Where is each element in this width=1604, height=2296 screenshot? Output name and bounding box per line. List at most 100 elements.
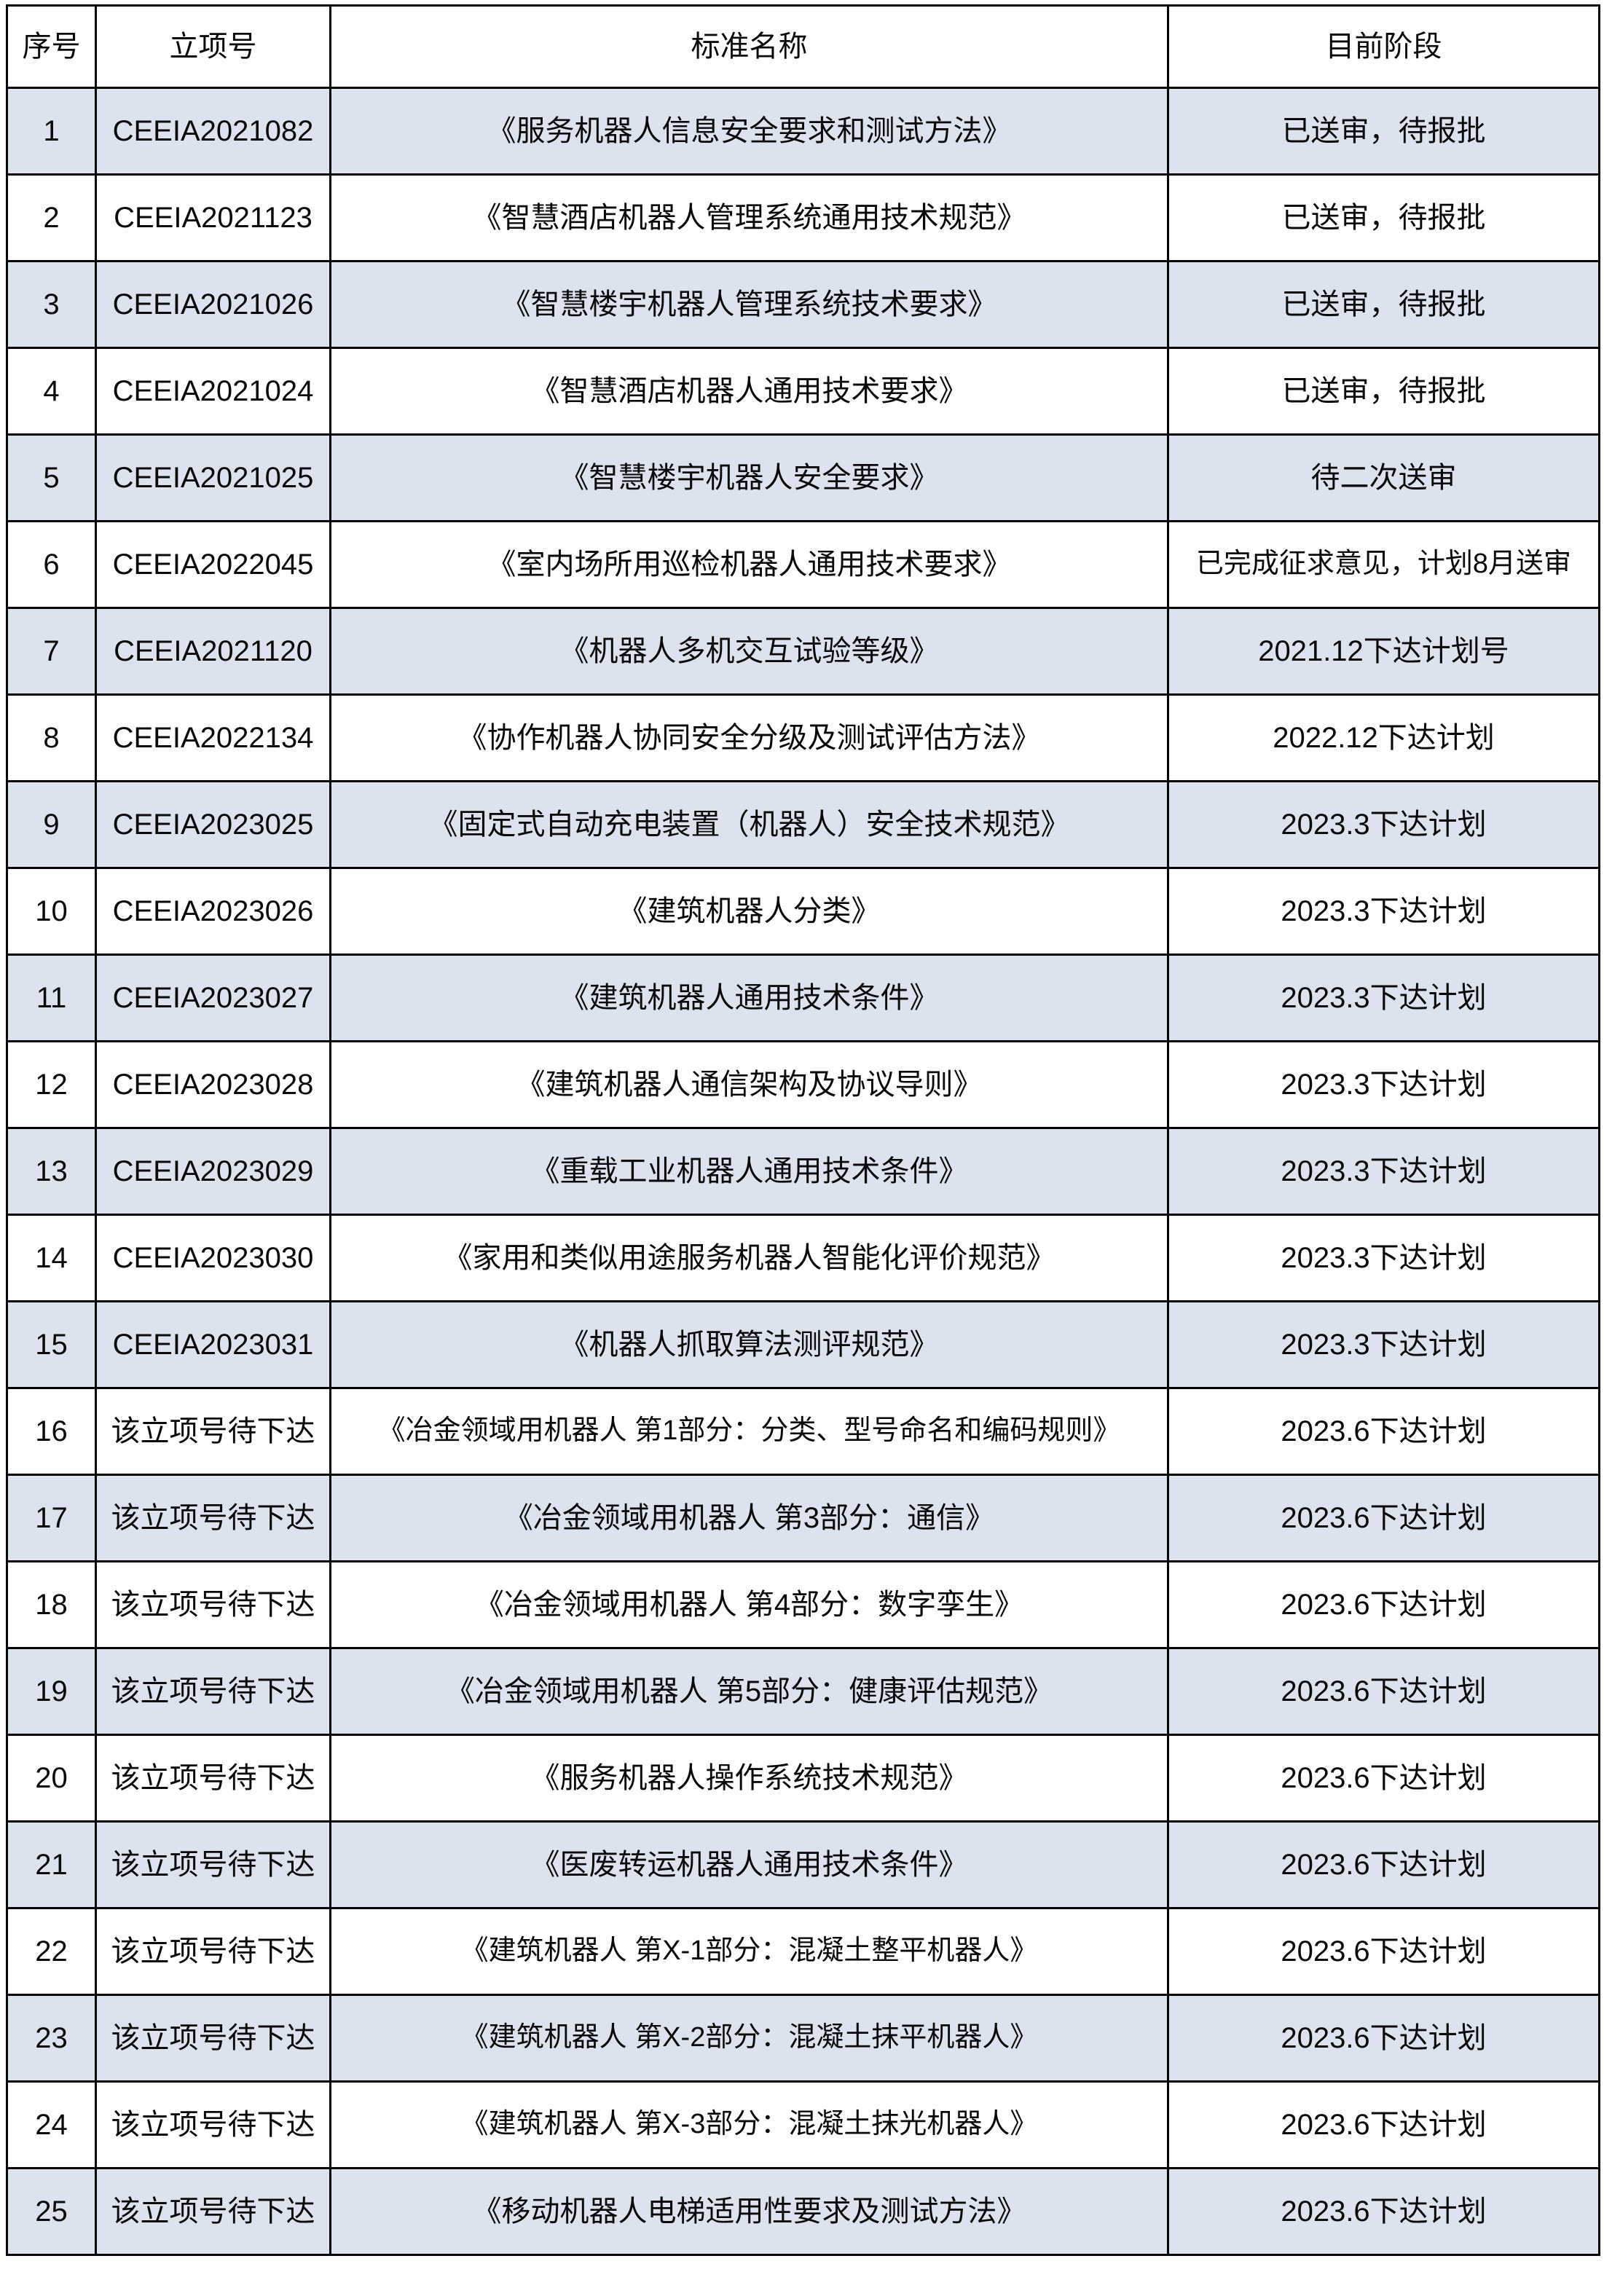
cell-current-stage: 2023.6下达计划 xyxy=(1167,1994,1600,2083)
cell-current-stage: 2023.6下达计划 xyxy=(1167,1474,1600,1562)
cell-standard-name: 《建筑机器人 第X-1部分：混凝土整平机器人》 xyxy=(329,1907,1169,1996)
cell-standard-name: 《建筑机器人分类》 xyxy=(329,867,1169,956)
cell-standard-name: 《医废转运机器人通用技术条件》 xyxy=(329,1820,1169,1909)
cell-project-code: 该立项号待下达 xyxy=(95,1994,331,2083)
table-row: 19 该立项号待下达 《冶金领域用机器人 第5部分：健康评估规范》 2023.6下达计… xyxy=(6,1647,1600,1736)
table-row: 7 CEEIA2021120 《机器人多机交互试验等级》 2021.12下达计划号 xyxy=(6,607,1600,696)
cell-sequence-number: 8 xyxy=(6,693,97,782)
cell-current-stage: 2023.3下达计划 xyxy=(1167,780,1600,869)
cell-sequence-number: 16 xyxy=(6,1387,97,1476)
cell-sequence-number: 5 xyxy=(6,433,97,522)
cell-sequence-number: 7 xyxy=(6,607,97,696)
cell-project-code: CEEIA2021082 xyxy=(95,87,331,176)
table-row: 18 该立项号待下达 《冶金领域用机器人 第4部分：数字孪生》 2023.6下达计划 xyxy=(6,1560,1600,1649)
table-row: 11 CEEIA2023027 《建筑机器人通用技术条件》 2023.3下达计划 xyxy=(6,954,1600,1042)
table-row: 16 该立项号待下达 《冶金领域用机器人 第1部分：分类、型号命名和编码规则》 202… xyxy=(6,1387,1600,1476)
cell-sequence-number: 19 xyxy=(6,1647,97,1736)
cell-sequence-number: 21 xyxy=(6,1820,97,1909)
cell-sequence-number: 4 xyxy=(6,347,97,436)
cell-standard-name: 《智慧楼宇机器人管理系统技术要求》 xyxy=(329,260,1169,349)
cell-standard-name: 《冶金领域用机器人 第3部分：通信》 xyxy=(329,1474,1169,1562)
cell-project-code: 该立项号待下达 xyxy=(95,1387,331,1476)
table-row: 5 CEEIA2021025 《智慧楼宇机器人安全要求》 待二次送审 xyxy=(6,433,1600,522)
cell-standard-name: 《室内场所用巡检机器人通用技术要求》 xyxy=(329,520,1169,609)
cell-current-stage: 2023.3下达计划 xyxy=(1167,954,1600,1042)
table-row: 8 CEEIA2022134 《协作机器人协同安全分级及测试评估方法》 2022.12… xyxy=(6,693,1600,782)
table-row: 2 CEEIA2021123 《智慧酒店机器人管理系统通用技术规范》 已送审，待报批 xyxy=(6,173,1600,262)
cell-standard-name: 《协作机器人协同安全分级及测试评估方法》 xyxy=(329,693,1169,782)
cell-standard-name: 《服务机器人信息安全要求和测试方法》 xyxy=(329,87,1169,176)
cell-project-code: CEEIA2023029 xyxy=(95,1127,331,1216)
cell-sequence-number: 12 xyxy=(6,1040,97,1129)
cell-sequence-number: 23 xyxy=(6,1994,97,2083)
cell-sequence-number: 9 xyxy=(6,780,97,869)
cell-current-stage: 2023.3下达计划 xyxy=(1167,1040,1600,1129)
table-row: 23 该立项号待下达 《建筑机器人 第X-2部分：混凝土抹平机器人》 2023.6下达… xyxy=(6,1994,1600,2083)
column-header-code: 立项号 xyxy=(95,4,331,89)
cell-project-code: CEEIA2021026 xyxy=(95,260,331,349)
cell-standard-name: 《移动机器人电梯适用性要求及测试方法》 xyxy=(329,2167,1169,2256)
cell-sequence-number: 2 xyxy=(6,173,97,262)
cell-current-stage: 2023.3下达计划 xyxy=(1167,1214,1600,1302)
table-row: 6 CEEIA2022045 《室内场所用巡检机器人通用技术要求》 已完成征求意见，计… xyxy=(6,520,1600,609)
cell-project-code: CEEIA2022134 xyxy=(95,693,331,782)
cell-sequence-number: 20 xyxy=(6,1734,97,1823)
cell-current-stage: 待二次送审 xyxy=(1167,433,1600,522)
cell-current-stage: 2023.6下达计划 xyxy=(1167,1907,1600,1996)
cell-standard-name: 《固定式自动充电装置（机器人）安全技术规范》 xyxy=(329,780,1169,869)
cell-standard-name: 《家用和类似用途服务机器人智能化评价规范》 xyxy=(329,1214,1169,1302)
cell-project-code: CEEIA2021025 xyxy=(95,433,331,522)
cell-project-code: CEEIA2023027 xyxy=(95,954,331,1042)
table-row: 13 CEEIA2023029 《重载工业机器人通用技术条件》 2023.3下达计划 xyxy=(6,1127,1600,1216)
column-header-name: 标准名称 xyxy=(329,4,1169,89)
cell-sequence-number: 13 xyxy=(6,1127,97,1216)
table-row: 15 CEEIA2023031 《机器人抓取算法测评规范》 2023.3下达计划 xyxy=(6,1300,1600,1389)
table-row: 21 该立项号待下达 《医废转运机器人通用技术条件》 2023.6下达计划 xyxy=(6,1820,1600,1909)
cell-standard-name: 《冶金领域用机器人 第5部分：健康评估规范》 xyxy=(329,1647,1169,1736)
cell-current-stage: 2023.6下达计划 xyxy=(1167,1734,1600,1823)
cell-standard-name: 《服务机器人操作系统技术规范》 xyxy=(329,1734,1169,1823)
table-row: 4 CEEIA2021024 《智慧酒店机器人通用技术要求》 已送审，待报批 xyxy=(6,347,1600,436)
cell-project-code: CEEIA2023025 xyxy=(95,780,331,869)
cell-sequence-number: 25 xyxy=(6,2167,97,2256)
cell-project-code: CEEIA2022045 xyxy=(95,520,331,609)
table-row: 14 CEEIA2023030 《家用和类似用途服务机器人智能化评价规范》 2023.… xyxy=(6,1214,1600,1302)
cell-sequence-number: 17 xyxy=(6,1474,97,1562)
table-row: 17 该立项号待下达 《冶金领域用机器人 第3部分：通信》 2023.6下达计划 xyxy=(6,1474,1600,1562)
cell-standard-name: 《冶金领域用机器人 第4部分：数字孪生》 xyxy=(329,1560,1169,1649)
cell-sequence-number: 22 xyxy=(6,1907,97,1996)
table-row: 24 该立项号待下达 《建筑机器人 第X-3部分：混凝土抹光机器人》 2023.6下达… xyxy=(6,2080,1600,2169)
cell-standard-name: 《建筑机器人 第X-3部分：混凝土抹光机器人》 xyxy=(329,2080,1169,2169)
cell-project-code: 该立项号待下达 xyxy=(95,1560,331,1649)
cell-project-code: 该立项号待下达 xyxy=(95,1820,331,1909)
table-row: 25 该立项号待下达 《移动机器人电梯适用性要求及测试方法》 2023.6下达计划 xyxy=(6,2167,1600,2256)
cell-project-code: 该立项号待下达 xyxy=(95,2080,331,2169)
cell-sequence-number: 14 xyxy=(6,1214,97,1302)
cell-current-stage: 2023.6下达计划 xyxy=(1167,1647,1600,1736)
cell-current-stage: 2023.3下达计划 xyxy=(1167,1127,1600,1216)
table-body: 1 CEEIA2021082 《服务机器人信息安全要求和测试方法》 已送审，待报批 2 C… xyxy=(6,87,1600,2256)
cell-current-stage: 已送审，待报批 xyxy=(1167,173,1600,262)
cell-project-code: CEEIA2023031 xyxy=(95,1300,331,1389)
cell-standard-name: 《机器人多机交互试验等级》 xyxy=(329,607,1169,696)
cell-current-stage: 已完成征求意见，计划8月送审 xyxy=(1167,520,1600,609)
cell-current-stage: 2023.6下达计划 xyxy=(1167,1387,1600,1476)
cell-current-stage: 2023.3下达计划 xyxy=(1167,1300,1600,1389)
cell-standard-name: 《智慧楼宇机器人安全要求》 xyxy=(329,433,1169,522)
cell-standard-name: 《建筑机器人通用技术条件》 xyxy=(329,954,1169,1042)
table-row: 12 CEEIA2023028 《建筑机器人通信架构及协议导则》 2023.3下达计划 xyxy=(6,1040,1600,1129)
cell-current-stage: 已送审，待报批 xyxy=(1167,87,1600,176)
cell-project-code: CEEIA2021123 xyxy=(95,173,331,262)
table-header: 序号 立项号 标准名称 目前阶段 xyxy=(6,4,1600,89)
cell-sequence-number: 24 xyxy=(6,2080,97,2169)
cell-project-code: CEEIA2021120 xyxy=(95,607,331,696)
cell-standard-name: 《重载工业机器人通用技术条件》 xyxy=(329,1127,1169,1216)
cell-project-code: CEEIA2021024 xyxy=(95,347,331,436)
cell-project-code: 该立项号待下达 xyxy=(95,1647,331,1736)
cell-sequence-number: 18 xyxy=(6,1560,97,1649)
cell-project-code: CEEIA2023026 xyxy=(95,867,331,956)
cell-sequence-number: 10 xyxy=(6,867,97,956)
cell-current-stage: 2023.6下达计划 xyxy=(1167,1820,1600,1909)
cell-sequence-number: 11 xyxy=(6,954,97,1042)
